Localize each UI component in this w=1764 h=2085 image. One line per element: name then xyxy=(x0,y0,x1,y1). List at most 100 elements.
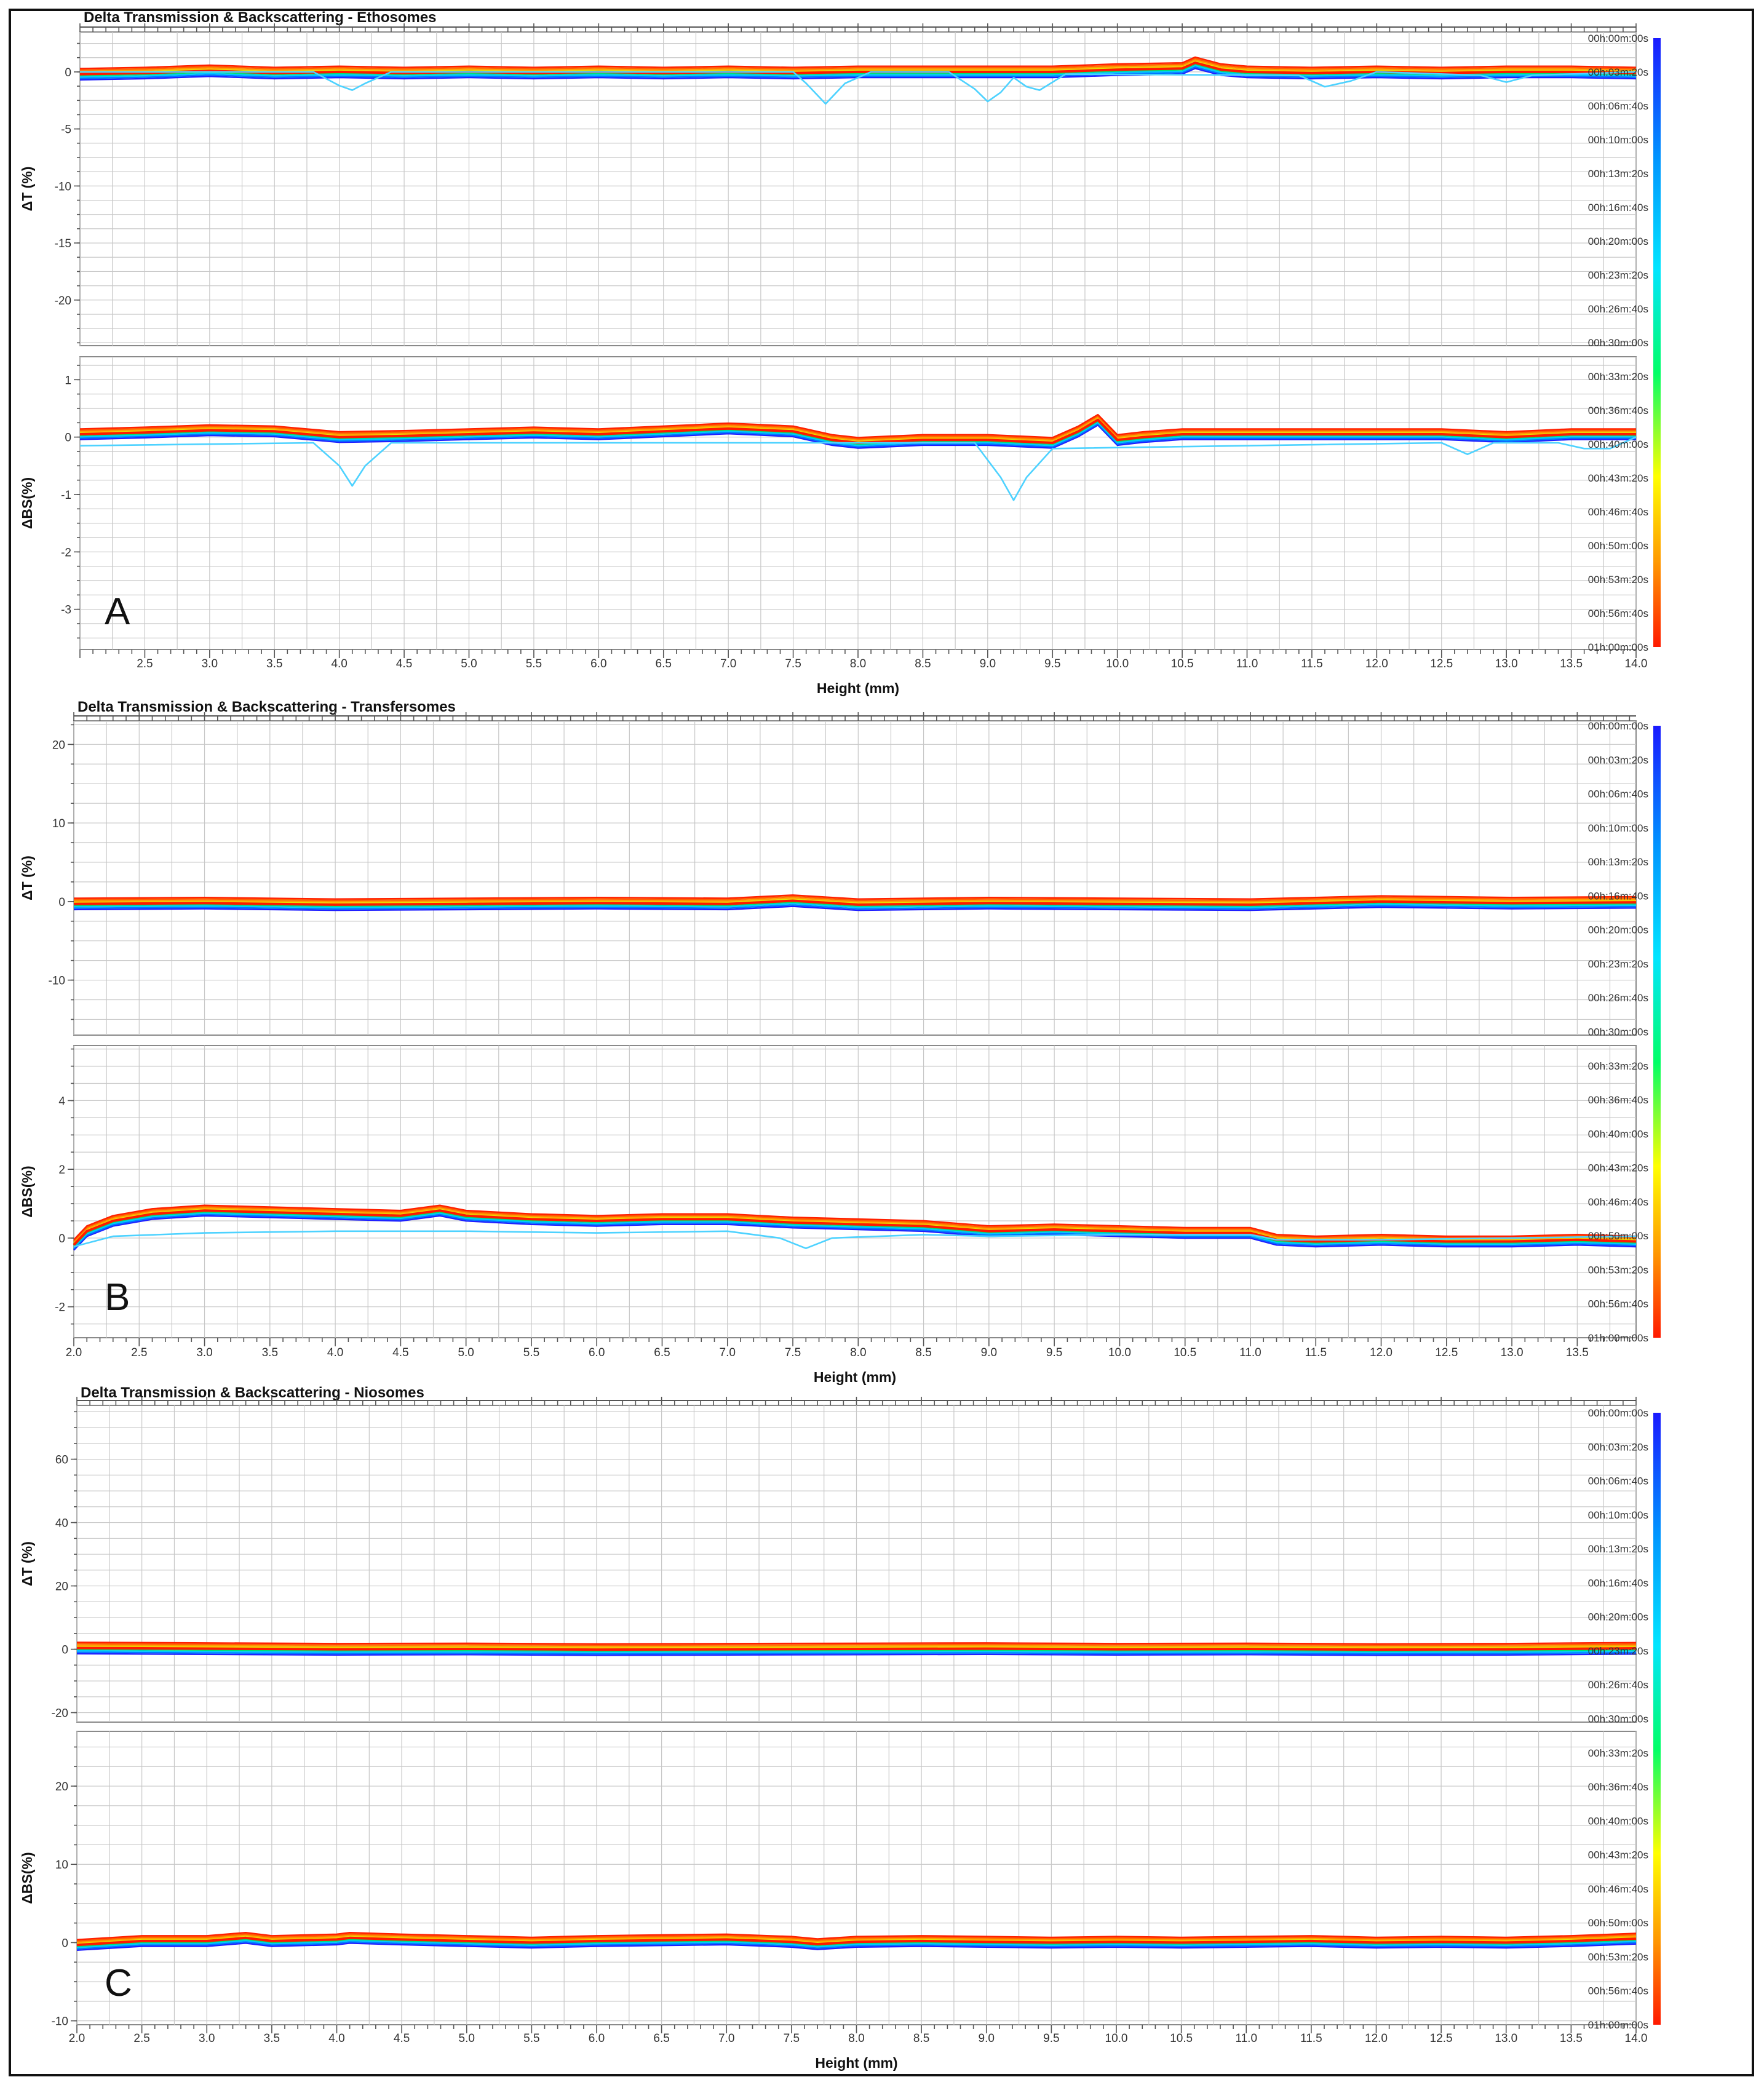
x-tick-label: 3.0 xyxy=(202,657,218,670)
x-tick-label: 13.5 xyxy=(1560,657,1583,670)
x-tick-label: 7.5 xyxy=(785,1346,801,1359)
y-tick-label: 0 xyxy=(62,1644,68,1657)
series-line xyxy=(76,1936,1637,1945)
x-tick-label: 2.5 xyxy=(133,2032,149,2045)
series-line xyxy=(73,1212,1637,1249)
y-tick-label: 0 xyxy=(58,1233,65,1245)
y-tick-label: -10 xyxy=(55,180,71,193)
x-tick-label: 14.0 xyxy=(1625,657,1648,670)
x-tick-label: 10.5 xyxy=(1170,2032,1193,2045)
series-line xyxy=(76,1644,1637,1648)
x-axis-title: Height (mm) xyxy=(814,1369,896,1385)
y-tick-label: 4 xyxy=(58,1095,65,1108)
series-line xyxy=(73,904,1637,910)
y-tick-label: 0 xyxy=(65,432,71,445)
legend-time-label: 00h:20m:00s xyxy=(1588,1611,1648,1623)
x-tick-label: 11.0 xyxy=(1235,2032,1257,2045)
legend-time-label: 00h:50m:00s xyxy=(1588,1917,1648,1929)
y-axis-title: ΔBS(%) xyxy=(19,1166,35,1217)
series-line xyxy=(79,65,1637,78)
legend-time-label: 01h:00m:00s xyxy=(1588,641,1648,653)
series-line xyxy=(76,1643,1637,1646)
chart-title: Delta Transmission & Backscattering - Et… xyxy=(84,9,437,26)
x-tick-label: 5.0 xyxy=(459,2032,475,2045)
legend-time-label: 00h:43m:20s xyxy=(1588,1162,1648,1174)
legend-time-label: 00h:50m:00s xyxy=(1588,540,1648,552)
legend-time-label: 00h:13m:20s xyxy=(1588,1543,1648,1555)
legend-time-label: 00h:40m:00s xyxy=(1588,1815,1648,1827)
series-line xyxy=(73,1209,1637,1246)
subplot-delta-bs: 20 10 0 -10 ΔBS(%) xyxy=(19,1731,1637,2028)
x-tick-label: 6.5 xyxy=(654,1346,670,1359)
y-tick-label: -10 xyxy=(52,2015,68,2028)
series-line xyxy=(76,1940,1637,1950)
x-tick-label: 8.0 xyxy=(850,1346,866,1359)
x-tick-label: 2.0 xyxy=(66,1346,82,1359)
x-tick-label: 8.5 xyxy=(915,657,931,670)
y-tick-label: 20 xyxy=(55,1581,68,1594)
x-tick-label: 6.5 xyxy=(653,2032,669,2045)
legend-time-label: 00h:03m:20s xyxy=(1588,1441,1648,1453)
series-line xyxy=(73,1205,1637,1242)
x-tick-label: 4.5 xyxy=(396,657,412,670)
legend-time-label: 00h:53m:20s xyxy=(1588,574,1648,586)
y-tick-label: -20 xyxy=(55,295,71,308)
series-line xyxy=(73,897,1637,903)
x-tick-label: 5.5 xyxy=(523,2032,539,2045)
x-tick-label: 12.0 xyxy=(1370,1346,1393,1359)
x-tick-label: 8.0 xyxy=(850,657,866,670)
x-tick-label: 4.5 xyxy=(394,2032,410,2045)
series-line xyxy=(73,901,1637,907)
series-line xyxy=(79,59,1637,73)
y-tick-label: 1 xyxy=(65,374,71,387)
chart-panel-A: Delta Transmission & Backscattering - Et… xyxy=(19,9,1661,696)
series-line xyxy=(73,1207,1637,1243)
series-line xyxy=(79,63,1637,77)
time-color-scale xyxy=(1653,38,1661,647)
x-tick-label: 4.0 xyxy=(331,657,347,670)
legend-time-label: 00h:43m:20s xyxy=(1588,472,1648,484)
series-line xyxy=(79,56,1637,70)
legend-time-label: 00h:40m:00s xyxy=(1588,1128,1648,1140)
x-tick-label: 4.5 xyxy=(392,1346,408,1359)
panel-letter: A xyxy=(105,590,130,633)
series-line xyxy=(79,66,1637,79)
plot-area xyxy=(73,720,1637,1036)
y-tick-label: 0 xyxy=(65,66,71,79)
y-tick-label: 2 xyxy=(58,1164,65,1177)
x-axis-title: Height (mm) xyxy=(815,2055,897,2071)
series-line xyxy=(73,1230,1637,1249)
time-color-scale xyxy=(1653,726,1661,1338)
y-tick-label: -10 xyxy=(49,975,65,988)
legend-time-label: 00h:20m:00s xyxy=(1588,924,1648,936)
legend-time-label: 01h:00m:00s xyxy=(1588,2019,1648,2031)
x-tick-label: 8.5 xyxy=(915,1346,931,1359)
x-tick-label: 7.0 xyxy=(720,657,736,670)
panel-letter: B xyxy=(105,1276,130,1319)
series-line xyxy=(79,423,1636,448)
figure-frame xyxy=(9,9,1754,2076)
legend-time-label: 00h:53m:20s xyxy=(1588,1264,1648,1276)
x-tick-label: 9.0 xyxy=(981,1346,997,1359)
y-tick-label: -1 xyxy=(61,489,71,502)
legend-time-label: 00h:10m:00s xyxy=(1588,1509,1648,1521)
x-tick-label: 9.5 xyxy=(1044,657,1060,670)
x-tick-label: 3.5 xyxy=(266,657,282,670)
x-tick-label: 3.0 xyxy=(196,1346,212,1359)
x-tick-label: 13.5 xyxy=(1560,2032,1583,2045)
series-line xyxy=(73,1213,1637,1250)
series-line xyxy=(76,1942,1637,1951)
legend-time-label: 00h:46m:40s xyxy=(1588,1883,1648,1895)
y-tick-label: 10 xyxy=(55,1859,68,1872)
legend-time-label: 00h:06m:40s xyxy=(1588,1475,1648,1487)
legend-time-label: 00h:40m:00s xyxy=(1588,439,1648,450)
legend-time-label: 00h:26m:40s xyxy=(1588,303,1648,315)
series-line xyxy=(76,1939,1637,1948)
x-tick-label: 10.0 xyxy=(1105,2032,1128,2045)
subplot-delta-t: 60 40 20 0 -20 ΔT (%) xyxy=(19,1397,1637,1723)
series-line xyxy=(76,1641,1637,1645)
chart-panel-C: Delta Transmission & Backscattering - Ni… xyxy=(19,1384,1661,2071)
x-tick-label: 13.5 xyxy=(1566,1346,1589,1359)
legend-time-label: 00h:00m:00s xyxy=(1588,33,1648,44)
series-line xyxy=(73,905,1637,911)
